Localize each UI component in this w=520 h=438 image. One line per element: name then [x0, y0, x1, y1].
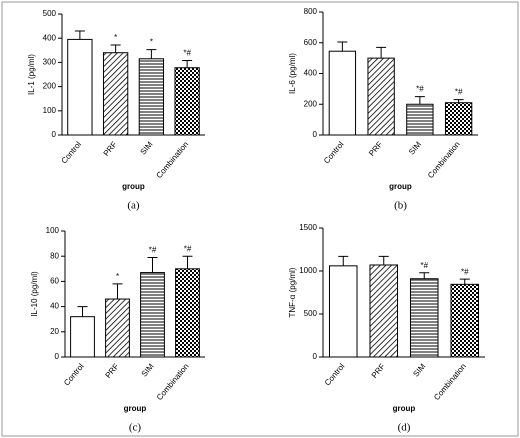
significance-mark: * — [116, 272, 119, 281]
error-bar — [77, 306, 88, 317]
y-tick-label: 1000 — [299, 266, 317, 275]
significance-mark: * — [150, 38, 153, 47]
x-tick-label: SIM — [407, 140, 423, 157]
x-tick-label: Control — [60, 140, 84, 166]
error-bar — [110, 44, 121, 53]
panel-label: (a) — [127, 200, 140, 212]
bar — [450, 283, 480, 358]
x-tick-label: Control — [62, 362, 86, 388]
bar — [409, 278, 439, 358]
x-tick-label: PRF — [102, 140, 119, 158]
bar — [175, 268, 200, 358]
x-axis-label: group — [393, 404, 416, 413]
panel-label: (d) — [398, 422, 411, 434]
significance-mark: *# — [420, 261, 428, 270]
bar — [328, 50, 357, 136]
error-bar — [337, 41, 348, 52]
y-tick-label: 40 — [50, 302, 59, 311]
error-bar — [414, 96, 425, 105]
significance-mark: * — [114, 33, 117, 42]
x-tick-label: PRF — [103, 362, 120, 380]
y-tick-label: 0 — [55, 352, 60, 361]
y-tick-label: 500 — [304, 309, 318, 318]
bar — [444, 102, 473, 136]
y-tick-label: 1500 — [299, 223, 317, 232]
error-bar — [147, 256, 158, 273]
x-tick-label: Control — [322, 140, 346, 166]
y-axis-label: TNF-α (pg/ml) — [288, 267, 297, 317]
y-tick-label: 0 — [52, 130, 57, 139]
x-tick-label: Combination — [426, 140, 462, 180]
x-axis-label: group — [122, 182, 145, 191]
bar — [67, 38, 93, 136]
error-bar — [338, 255, 349, 266]
y-tick-label: 100 — [46, 226, 60, 235]
x-tick-label: PRF — [367, 140, 384, 158]
error-bar — [459, 278, 470, 285]
y-tick-label: 400 — [304, 69, 318, 78]
x-axis-label: group — [124, 404, 147, 413]
y-tick-label: 400 — [43, 33, 57, 42]
x-tick-label: Combination — [155, 140, 191, 180]
error-bar — [419, 272, 430, 279]
y-tick-label: 200 — [43, 82, 57, 91]
y-tick-label: 0 — [313, 352, 318, 361]
x-tick-label: Combination — [155, 362, 191, 402]
y-tick-label: 100 — [43, 106, 57, 115]
y-tick-label: 800 — [304, 7, 318, 16]
error-bar — [112, 283, 123, 300]
y-tick-label: 0 — [313, 130, 318, 139]
y-axis-label: IL-6 (pg/ml) — [288, 53, 297, 94]
x-tick-label: SIM — [140, 362, 156, 379]
bar — [70, 316, 95, 358]
y-tick-label: 60 — [50, 277, 59, 286]
bar — [406, 103, 434, 136]
error-bar — [146, 49, 157, 59]
significance-mark: *# — [184, 244, 192, 253]
error-bar — [378, 255, 389, 265]
bar — [105, 298, 130, 358]
bar — [328, 265, 358, 358]
significance-mark: *# — [416, 85, 424, 94]
error-bar — [182, 255, 193, 269]
bar — [140, 272, 165, 358]
bar — [174, 67, 200, 136]
significance-mark: *# — [461, 267, 469, 276]
error-bar — [74, 30, 85, 40]
x-tick-label: SIM — [411, 362, 427, 379]
x-tick-label: Combination — [432, 362, 468, 402]
bar — [102, 52, 129, 136]
x-tick-label: Control — [323, 362, 347, 388]
y-tick-label: 500 — [43, 9, 57, 18]
y-tick-label: 300 — [43, 58, 57, 67]
error-bar — [182, 59, 193, 68]
significance-mark: *# — [149, 246, 157, 255]
y-tick-label: 80 — [50, 251, 59, 260]
x-tick-label: PRF — [370, 362, 387, 380]
error-bar — [376, 46, 387, 59]
panel-label: (b) — [394, 200, 407, 212]
y-tick-label: 20 — [50, 327, 59, 336]
panel-label: (c) — [129, 422, 142, 434]
x-axis-label: group — [389, 182, 412, 191]
y-axis-label: IL-1 (pg/ml) — [27, 54, 36, 95]
bar — [138, 58, 165, 136]
y-tick-label: 600 — [304, 38, 318, 47]
y-axis-label: IL-10 (pg/ml) — [30, 271, 39, 317]
x-tick-label: SIM — [138, 140, 154, 157]
y-tick-label: 200 — [304, 99, 318, 108]
significance-mark: *# — [455, 88, 463, 97]
bar — [369, 264, 399, 358]
error-bar — [453, 99, 464, 103]
significance-mark: *# — [183, 49, 191, 58]
bar — [367, 57, 395, 136]
